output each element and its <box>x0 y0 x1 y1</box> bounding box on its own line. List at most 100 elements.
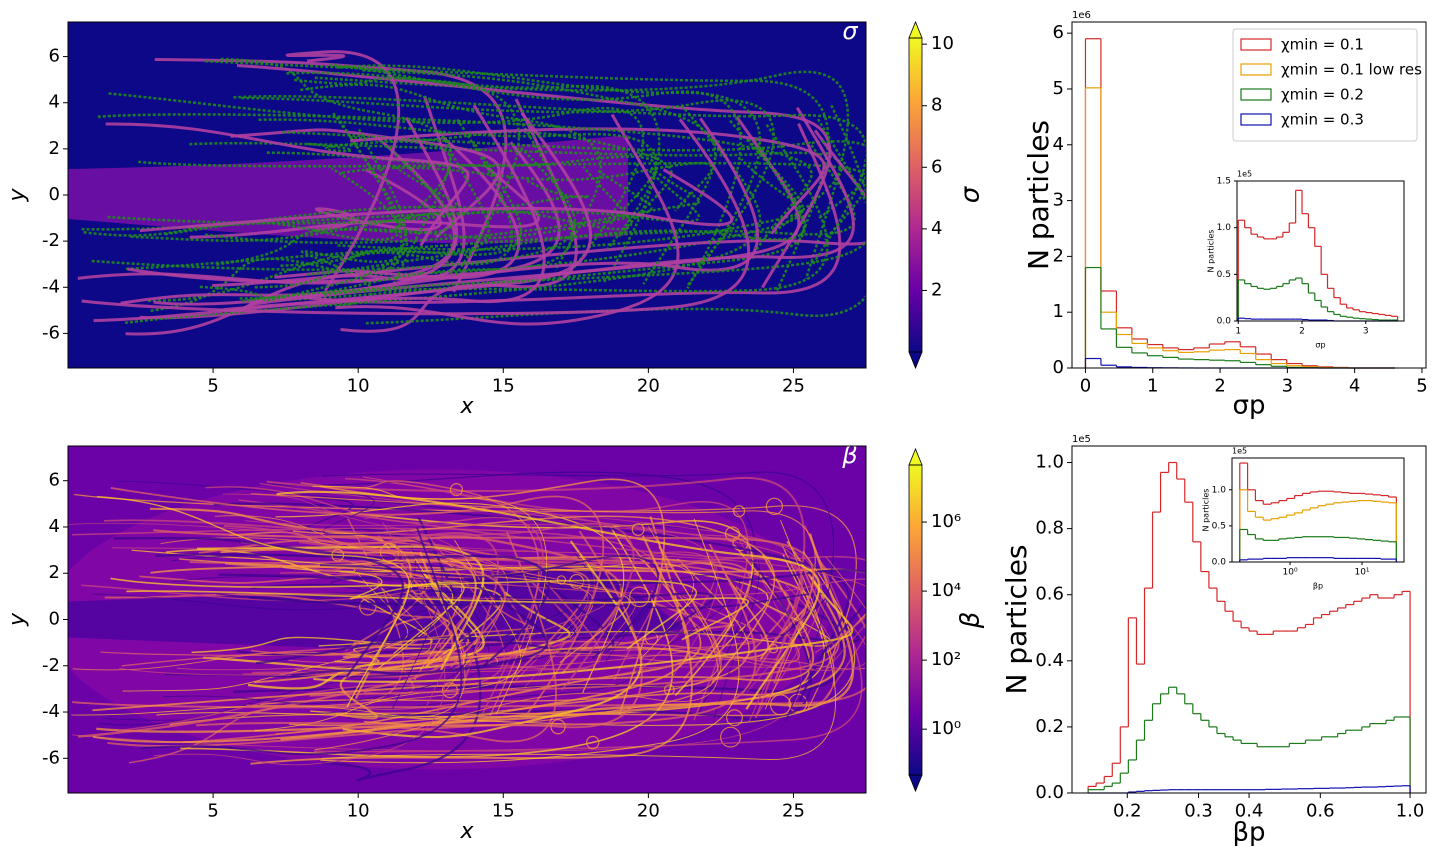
inset-background <box>1237 181 1404 321</box>
y-axis-label: N particles <box>1000 544 1033 694</box>
texture <box>196 543 757 727</box>
texture <box>118 539 505 732</box>
texture <box>105 122 470 247</box>
texture <box>340 98 578 333</box>
panel-annotation: β <box>841 441 857 469</box>
x-tick-label: 1 <box>1235 326 1241 336</box>
texture <box>788 693 808 713</box>
texture <box>107 530 643 748</box>
colorbar <box>909 38 922 352</box>
texture <box>300 114 409 308</box>
texture <box>110 487 605 715</box>
texture <box>732 505 746 518</box>
colorbar-extend <box>908 20 923 39</box>
texture <box>335 113 680 326</box>
axes-frame <box>1071 445 1427 794</box>
texture <box>130 164 458 242</box>
inset-background <box>1232 458 1404 562</box>
texture <box>314 526 719 751</box>
texture <box>586 735 600 750</box>
texture <box>362 476 803 722</box>
texture <box>126 590 750 641</box>
colorbar-frame <box>908 464 923 776</box>
texture <box>309 564 840 697</box>
x-tick-label: 25 <box>782 376 805 397</box>
colorbar-tick-label: 10⁰ <box>931 718 961 739</box>
texture <box>266 476 806 719</box>
texture <box>337 64 762 287</box>
y-tick-label: 0.0 <box>1217 317 1232 327</box>
texture <box>331 548 345 562</box>
texture <box>150 565 866 654</box>
y-tick-label: 0.6 <box>1035 584 1064 605</box>
y-tick-label: 4 <box>49 92 60 113</box>
x-tick-label: 20 <box>637 376 660 397</box>
y-axis-label: N particles <box>1207 230 1216 273</box>
colorbar-tick-label: 10 <box>931 33 954 54</box>
texture <box>222 493 476 710</box>
colorbar-extend <box>908 774 923 793</box>
x-tick-label: 10 <box>347 376 370 397</box>
texture <box>119 584 866 676</box>
texture <box>241 96 775 266</box>
x-tick-label: 1 <box>1147 376 1158 397</box>
texture <box>147 118 514 302</box>
x-tick-label: 1.0 <box>1396 801 1425 822</box>
texture <box>321 471 835 723</box>
y-tick-label: -6 <box>42 322 60 343</box>
texture <box>150 111 403 313</box>
y-tick-label: 1.5 <box>1217 177 1231 187</box>
texture <box>339 570 465 655</box>
texture <box>96 496 410 708</box>
texture <box>768 643 779 654</box>
texture <box>364 511 817 692</box>
texture <box>104 593 437 636</box>
x-tick-label: 20 <box>637 801 660 822</box>
y-tick-label: 4 <box>1053 134 1064 155</box>
image-field <box>68 446 866 793</box>
y-tick-label: 4 <box>49 516 60 537</box>
y-tick-label: 0.5 <box>1212 521 1226 531</box>
texture <box>125 141 856 271</box>
axis-offset: 1e5 <box>1237 170 1252 179</box>
y-tick-label: -2 <box>42 230 60 251</box>
texture <box>359 598 377 616</box>
x-tick-label: 10 <box>347 801 370 822</box>
texture <box>449 483 463 497</box>
x-tick-label: 0 <box>1080 376 1091 397</box>
texture <box>298 540 804 676</box>
axis-offset: 1e5 <box>1232 447 1247 456</box>
colorbar-tick-label: 10⁶ <box>931 511 961 532</box>
y-tick-label: 6 <box>49 470 60 491</box>
texture <box>205 486 544 715</box>
texture <box>218 569 866 653</box>
y-tick-label: 0 <box>1053 357 1064 378</box>
texture <box>97 113 813 252</box>
texture <box>236 63 832 289</box>
texture <box>178 558 631 664</box>
texture <box>285 50 401 292</box>
y-tick-label: 2 <box>1053 245 1064 266</box>
texture <box>363 546 722 727</box>
legend-swatch <box>1240 88 1272 101</box>
x-tick-label: 0.3 <box>1184 801 1213 822</box>
texture <box>254 128 490 289</box>
x-tick-label: 10⁰ <box>1283 567 1298 577</box>
texture <box>286 122 842 304</box>
texture <box>351 556 866 710</box>
texture <box>103 519 635 691</box>
texture <box>260 558 750 706</box>
texture <box>110 577 697 650</box>
texture <box>305 546 717 672</box>
texture <box>343 169 653 240</box>
texture <box>153 117 760 306</box>
y-tick-label: 0 <box>49 184 60 205</box>
texture <box>233 95 866 266</box>
texture <box>631 523 645 537</box>
texture <box>288 589 717 664</box>
legend-label: χmin = 0.2 <box>1281 86 1364 104</box>
y-tick-label: 6 <box>1053 22 1064 43</box>
texture <box>139 168 734 233</box>
x-tick-label: 15 <box>492 376 515 397</box>
axes-frame <box>67 21 867 369</box>
